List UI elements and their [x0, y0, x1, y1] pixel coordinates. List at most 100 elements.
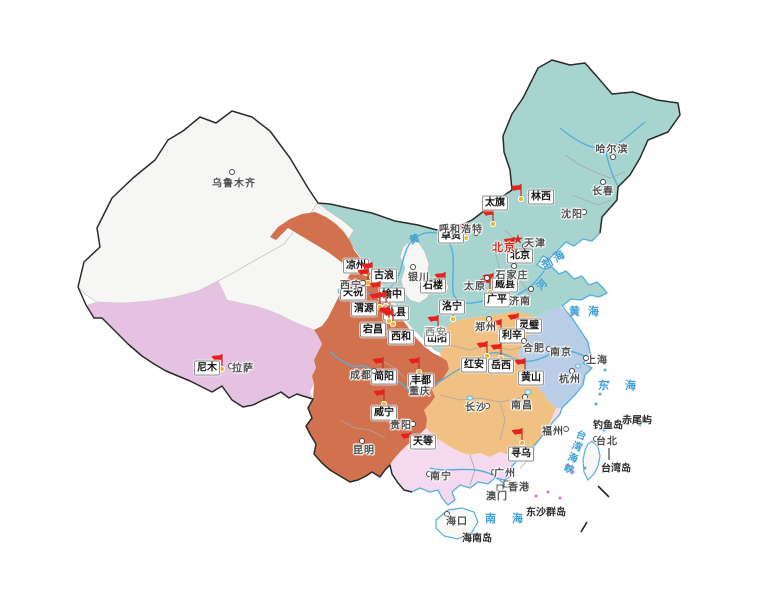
- boundary-dashes: [580, 485, 610, 533]
- city-label: 台北: [596, 436, 618, 448]
- national-border-southwest: [77, 286, 413, 493]
- flag-site-label[interactable]: 北京: [507, 248, 533, 264]
- city-dot: [426, 471, 432, 477]
- city-label: 重庆: [409, 386, 431, 398]
- sea-label: 南海: [485, 513, 539, 525]
- city-dot: [491, 469, 497, 475]
- flag-icon[interactable]: [479, 207, 497, 227]
- city-dot: [486, 316, 492, 322]
- flag-site-label[interactable]: 广平: [484, 292, 510, 308]
- city-label: 南宁: [430, 471, 452, 483]
- flag-site-label[interactable]: 岳西: [488, 358, 514, 374]
- sea-label: 黄海: [569, 306, 607, 318]
- city-label: 呼和浩特: [439, 224, 483, 236]
- city-label: 广州: [494, 468, 516, 480]
- flag-site-label[interactable]: 天等: [410, 434, 436, 450]
- city-dot: [521, 338, 527, 344]
- city-dot: [563, 426, 569, 432]
- island-label: 赤尾屿: [622, 415, 652, 427]
- flag-site-label[interactable]: 林西: [528, 189, 554, 205]
- city-dot: [484, 403, 490, 409]
- flag-icon[interactable]: [354, 266, 372, 286]
- city-dot: [360, 280, 366, 286]
- flag-site-label[interactable]: 威县: [492, 277, 518, 293]
- city-label: 香港: [508, 482, 530, 494]
- city-label: 贵阳: [390, 420, 412, 432]
- city-dot: [546, 346, 552, 352]
- region-central: [424, 311, 556, 457]
- pearl-river: [429, 467, 506, 486]
- flag-site-label[interactable]: 利辛: [499, 328, 525, 344]
- city-label: 杭州: [559, 374, 581, 386]
- flag-icon[interactable]: [507, 182, 525, 202]
- city-label: 成都: [350, 370, 372, 382]
- sar-marker: [503, 480, 511, 488]
- city-label: 长春: [592, 186, 614, 198]
- region-tibet: [86, 281, 322, 407]
- coastline: [411, 232, 608, 506]
- flag-site-label[interactable]: 洛宁: [439, 299, 465, 315]
- city-label: 海口: [446, 516, 468, 528]
- city-dot: [410, 421, 416, 427]
- city-label: 哈尔滨: [595, 144, 629, 156]
- city-dot: [228, 363, 234, 369]
- city-dot: [600, 179, 606, 185]
- river-label: 河: [534, 277, 550, 293]
- city-dot: [444, 511, 450, 517]
- city-label: 拉萨: [232, 363, 254, 375]
- city-label: 南京: [550, 347, 572, 359]
- city-label: 合肥: [523, 343, 545, 355]
- city-dot: [371, 368, 377, 374]
- city-label: 济南: [509, 296, 531, 308]
- city-dot: [359, 438, 365, 444]
- flag-site-label[interactable]: 黄山: [518, 370, 544, 386]
- city-dot: [581, 209, 587, 215]
- flag-icon[interactable]: [473, 339, 491, 359]
- islets: [534, 368, 642, 500]
- city-dot: [410, 264, 416, 270]
- flag-site-label[interactable]: 渭源: [351, 301, 377, 317]
- flag-site-label[interactable]: 山阳: [424, 331, 450, 347]
- flag-icon[interactable]: [508, 426, 526, 446]
- city-dot: [610, 154, 616, 160]
- sar-marker: [496, 484, 504, 492]
- capital-label: 北京: [492, 242, 516, 254]
- flag-icon[interactable]: [452, 221, 470, 241]
- city-dot: [229, 169, 235, 175]
- island-label: 台湾岛: [601, 463, 631, 475]
- flag-site-label[interactable]: 威宁: [371, 405, 397, 421]
- island-label: 钓鱼岛: [593, 420, 623, 432]
- flag-site-label[interactable]: 天祝: [340, 285, 366, 301]
- flag-icon[interactable]: [208, 352, 226, 372]
- flag-site-label[interactable]: 简阳: [371, 369, 397, 385]
- city-label: 乌鲁木齐: [212, 178, 256, 190]
- city-label: 西宁: [340, 280, 362, 292]
- city-label: 南昌: [511, 400, 533, 412]
- city-dot: [522, 394, 528, 400]
- city-dot: [522, 243, 528, 249]
- flag-site-label[interactable]: 尼木: [194, 360, 220, 376]
- city-label: 郑州: [475, 322, 497, 334]
- flag-site-label[interactable]: 石楼: [420, 278, 446, 294]
- flag-icon[interactable]: [370, 387, 388, 407]
- city-label: 沈阳: [561, 209, 583, 221]
- city-dot: [511, 263, 517, 269]
- flag-site-label[interactable]: 古浪: [371, 268, 397, 284]
- city-label: 太原: [464, 281, 486, 293]
- city-label: 银川: [408, 272, 430, 284]
- region-south: [390, 408, 562, 505]
- flag-site-label[interactable]: 西和: [388, 329, 414, 345]
- flag-icon[interactable]: [424, 313, 442, 333]
- flag-site-label[interactable]: 卓资: [438, 228, 464, 244]
- flag-icon[interactable]: [405, 355, 423, 375]
- flag-site-label[interactable]: 寻乌: [508, 446, 534, 462]
- flag-site-label[interactable]: 宕昌: [360, 322, 386, 338]
- flag-site-label[interactable]: 红安: [461, 357, 487, 373]
- sea-label: 东海: [598, 380, 652, 392]
- flag-icon[interactable]: [379, 307, 397, 327]
- city-dot: [569, 368, 575, 374]
- city-dot: [583, 355, 589, 361]
- flag-site-label[interactable]: 太旗: [482, 195, 508, 211]
